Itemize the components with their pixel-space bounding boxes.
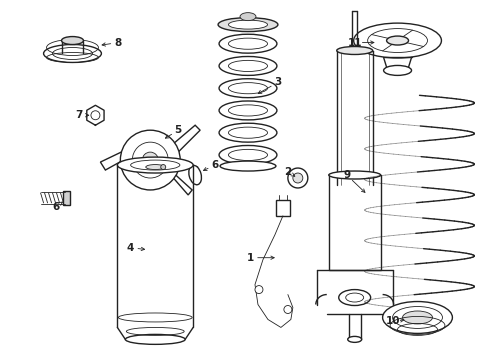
Text: 11: 11 bbox=[347, 37, 362, 48]
Ellipse shape bbox=[354, 23, 441, 58]
Text: 8: 8 bbox=[115, 37, 122, 48]
Ellipse shape bbox=[219, 145, 277, 165]
Ellipse shape bbox=[218, 18, 278, 32]
Polygon shape bbox=[168, 170, 192, 195]
Circle shape bbox=[255, 285, 263, 293]
Ellipse shape bbox=[348, 336, 362, 342]
Ellipse shape bbox=[146, 165, 165, 170]
Ellipse shape bbox=[219, 57, 277, 75]
Circle shape bbox=[288, 168, 308, 188]
Circle shape bbox=[142, 152, 158, 168]
Text: 2: 2 bbox=[284, 167, 292, 177]
Circle shape bbox=[121, 130, 180, 190]
Ellipse shape bbox=[189, 165, 201, 185]
Ellipse shape bbox=[329, 171, 381, 179]
Ellipse shape bbox=[337, 46, 372, 54]
Ellipse shape bbox=[403, 311, 433, 324]
Ellipse shape bbox=[118, 157, 193, 173]
Polygon shape bbox=[63, 191, 71, 205]
Ellipse shape bbox=[392, 306, 442, 328]
Ellipse shape bbox=[62, 37, 83, 45]
Circle shape bbox=[284, 306, 292, 314]
Text: 10: 10 bbox=[385, 316, 400, 327]
Ellipse shape bbox=[220, 161, 276, 171]
Text: 6: 6 bbox=[52, 202, 59, 212]
Text: 5: 5 bbox=[174, 125, 182, 135]
Polygon shape bbox=[168, 125, 200, 152]
Ellipse shape bbox=[131, 160, 180, 170]
Text: 9: 9 bbox=[343, 170, 350, 180]
Ellipse shape bbox=[387, 36, 409, 45]
Ellipse shape bbox=[44, 45, 101, 62]
Ellipse shape bbox=[339, 289, 370, 306]
Ellipse shape bbox=[384, 66, 412, 75]
Text: 4: 4 bbox=[126, 243, 134, 253]
Polygon shape bbox=[329, 175, 381, 270]
Ellipse shape bbox=[240, 13, 256, 21]
Text: 3: 3 bbox=[274, 77, 282, 87]
Ellipse shape bbox=[219, 79, 277, 98]
Ellipse shape bbox=[219, 101, 277, 120]
Ellipse shape bbox=[219, 123, 277, 142]
Text: 6: 6 bbox=[212, 160, 219, 170]
Text: 1: 1 bbox=[246, 253, 254, 263]
Circle shape bbox=[293, 173, 303, 183]
Ellipse shape bbox=[125, 334, 185, 345]
Polygon shape bbox=[276, 200, 290, 216]
Ellipse shape bbox=[228, 20, 268, 29]
Ellipse shape bbox=[368, 28, 427, 53]
Ellipse shape bbox=[52, 48, 93, 59]
Ellipse shape bbox=[219, 34, 277, 53]
Ellipse shape bbox=[383, 302, 452, 333]
Circle shape bbox=[161, 165, 166, 170]
Text: 7: 7 bbox=[75, 110, 82, 120]
Polygon shape bbox=[100, 150, 132, 170]
